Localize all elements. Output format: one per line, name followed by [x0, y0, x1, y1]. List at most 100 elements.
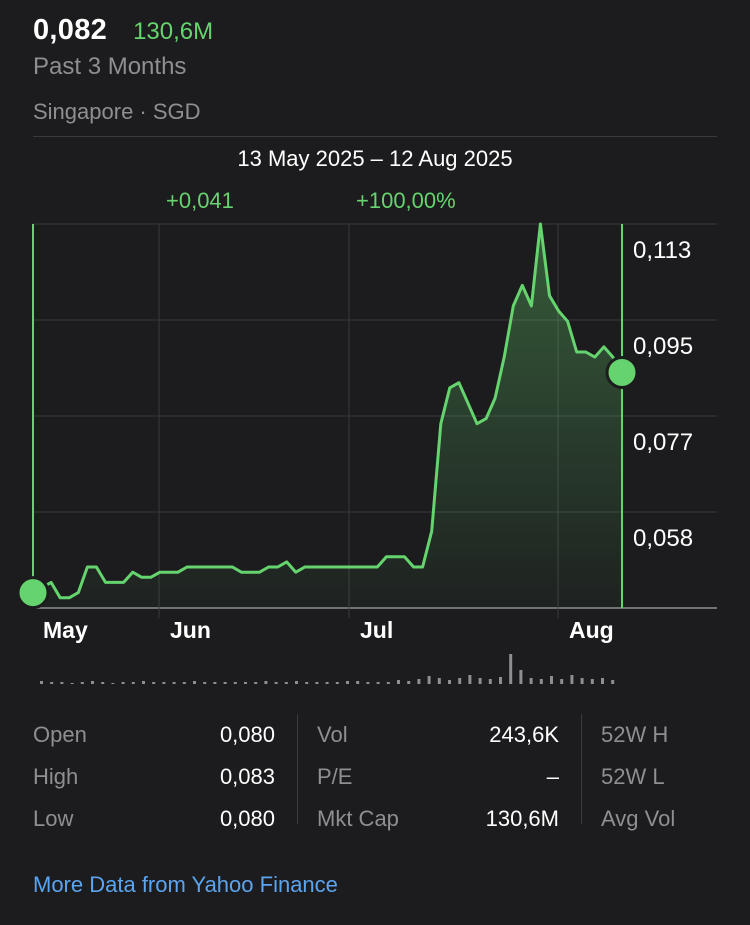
- volume-bar: [560, 679, 564, 684]
- volume-bar: [570, 675, 574, 684]
- volume-bar: [366, 682, 370, 684]
- volume-bar: [193, 681, 196, 684]
- volume-bar: [529, 678, 533, 684]
- volume-bar: [91, 681, 94, 684]
- volume-bar: [356, 681, 360, 684]
- volume-bar: [182, 682, 186, 684]
- volume-bar: [284, 682, 288, 684]
- volume-bar: [397, 680, 400, 684]
- stats-column-1: Open 0,080 High 0,083 Low 0,080: [33, 714, 275, 840]
- volume-bar: [519, 670, 523, 684]
- volume-bar: [101, 682, 105, 684]
- stat-value: 0,080: [219, 722, 275, 747]
- volume-bar: [539, 679, 543, 684]
- volume-bar: [417, 679, 421, 684]
- volume-bar: [580, 678, 584, 684]
- volume-bar: [611, 680, 615, 684]
- volume-bar: [601, 678, 604, 684]
- exchange-label: Singapore · SGD: [33, 99, 201, 124]
- volume-bar: [407, 681, 411, 684]
- quote-header: 0,082 130,6M Past 3 Months Singapore · S…: [33, 14, 717, 125]
- stat-row-52wl: 52W L: [601, 756, 731, 798]
- volume-bar: [70, 683, 74, 684]
- volume-bar: [274, 682, 278, 684]
- stats-divider-2: [581, 714, 582, 824]
- stat-value: 0,083: [219, 764, 275, 789]
- change-percent: +100,00%: [356, 188, 456, 213]
- stat-label: Avg Vol: [601, 806, 676, 831]
- stat-row-vol: Vol 243,6K: [317, 714, 559, 756]
- volume-bar: [203, 682, 207, 684]
- volume-bar: [172, 682, 176, 684]
- volume-bars: [40, 654, 615, 684]
- stats-column-2: Vol 243,6K P/E – Mkt Cap 130,6M: [317, 714, 559, 840]
- y-axis-labels: 0,113 0,095 0,077 0,058: [633, 237, 693, 552]
- volume-bar: [550, 676, 553, 684]
- y-tick-label: 0,077: [633, 429, 693, 456]
- volume-bar: [264, 681, 268, 684]
- change-absolute: +0,041: [166, 188, 234, 213]
- price-area: [33, 224, 622, 608]
- volume-bar: [590, 679, 594, 684]
- stat-row-pe: P/E –: [317, 756, 559, 798]
- volume-bar: [142, 681, 145, 684]
- stat-row-open: Open 0,080: [33, 714, 275, 756]
- x-axis-labels: May Jun Jul Aug: [43, 617, 614, 643]
- stat-label: 52W H: [601, 722, 669, 747]
- volume-bar: [254, 682, 258, 684]
- volume-bar: [131, 682, 135, 684]
- volume-bar: [244, 682, 247, 684]
- volume-bar: [40, 681, 43, 684]
- stat-label: Mkt Cap: [317, 806, 399, 831]
- volume-bar: [509, 654, 513, 684]
- volume-bar: [162, 682, 166, 684]
- date-range: 13 May 2025 – 12 Aug 2025: [237, 146, 513, 171]
- y-tick-label: 0,113: [633, 237, 691, 264]
- stat-value: –: [546, 764, 559, 789]
- volume-bar: [305, 682, 309, 684]
- stats-column-3: 52W H 52W L Avg Vol: [601, 714, 731, 840]
- volume-bar: [376, 682, 380, 684]
- volume-bar: [448, 680, 451, 684]
- volume-bar: [488, 679, 492, 684]
- volume-bar: [213, 682, 217, 684]
- volume-bar: [223, 682, 227, 684]
- volume-bar: [346, 681, 349, 684]
- x-tick-label: Aug: [569, 617, 614, 643]
- stat-row-avgvol: Avg Vol: [601, 798, 731, 840]
- volume-bar: [315, 682, 319, 684]
- volume-bar: [427, 676, 431, 684]
- stats-divider-1: [297, 714, 298, 824]
- volume-bar: [295, 681, 298, 684]
- range-start-handle[interactable]: [16, 576, 50, 610]
- yahoo-finance-link[interactable]: More Data from Yahoo Finance: [33, 872, 338, 897]
- market-cap-header: 130,6M: [133, 18, 214, 45]
- stat-row-mktcap: Mkt Cap 130,6M: [317, 798, 559, 840]
- stat-label: High: [33, 764, 79, 789]
- volume-bar: [458, 678, 462, 684]
- volume-bar: [468, 675, 472, 684]
- price-chart[interactable]: 0,113 0,095 0,077 0,058 May Jun Jul Aug: [0, 0, 750, 700]
- volume-bar: [478, 678, 482, 684]
- x-tick-label: May: [43, 617, 88, 643]
- stat-row-52wh: 52W H: [601, 714, 731, 756]
- volume-bar: [386, 682, 390, 684]
- stat-value: 0,080: [219, 806, 275, 831]
- period-label: Past 3 Months: [33, 53, 187, 80]
- y-tick-label: 0,058: [633, 525, 693, 552]
- volume-bar: [335, 682, 339, 684]
- current-price: 0,082: [33, 14, 108, 46]
- x-tick-label: Jul: [360, 617, 393, 643]
- range-end-handle[interactable]: [605, 355, 639, 389]
- stat-label: P/E: [317, 764, 353, 789]
- price-line: [32, 222, 624, 600]
- stat-label: Vol: [317, 722, 348, 747]
- volume-bar: [437, 678, 441, 684]
- stat-row-high: High 0,083: [33, 756, 275, 798]
- stat-value: 243,6K: [489, 722, 559, 747]
- volume-bar: [50, 682, 54, 684]
- stat-value: 130,6M: [485, 806, 559, 831]
- x-tick-label: Jun: [170, 617, 211, 643]
- volume-bar: [152, 682, 156, 684]
- stat-row-low: Low 0,080: [33, 798, 275, 840]
